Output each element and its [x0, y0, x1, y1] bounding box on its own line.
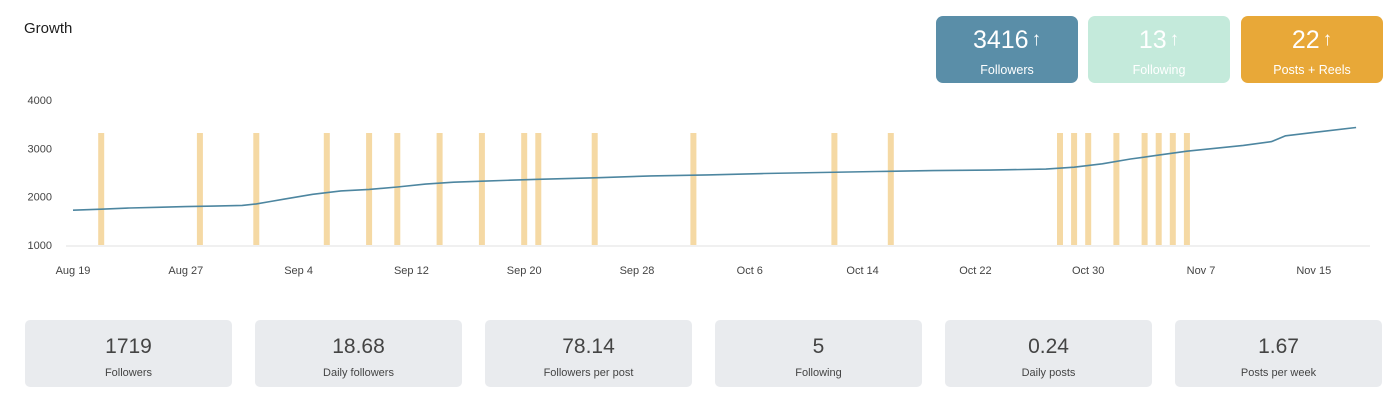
post-bar — [690, 133, 697, 245]
stat-posts-per-week-value: 1.67 — [1258, 335, 1299, 358]
kpi-posts-value: 22 — [1291, 26, 1320, 54]
x-tick-label: Sep 20 — [507, 265, 542, 277]
stat-followers-per-post-value: 78.14 — [562, 335, 615, 358]
post-bar — [1085, 133, 1092, 245]
stat-following-value: 5 — [812, 335, 825, 358]
post-bar — [436, 133, 443, 245]
y-tick-label: 1000 — [28, 240, 52, 252]
post-bar — [1071, 133, 1078, 245]
x-tick-label: Oct 30 — [1072, 265, 1104, 277]
post-bar — [196, 133, 203, 245]
y-tick-label: 2000 — [28, 192, 52, 204]
post-bar — [1169, 133, 1176, 245]
x-tick-label: Nov 7 — [1187, 265, 1216, 277]
stat-followers-value: 1719 — [105, 335, 152, 358]
post-bar — [98, 133, 105, 245]
growth-chart: 1000 2000 3000 4000 Aug 19 Aug 27 Sep 4 Sep 12 S… — [28, 95, 1370, 277]
post-bar — [1141, 133, 1148, 245]
post-bar — [1057, 133, 1063, 245]
arrow-up-icon: ↑ — [1169, 29, 1180, 50]
post-bar — [394, 133, 401, 245]
stat-followers-label: Followers — [104, 367, 153, 379]
stat-daily-followers-card: 18.68 Daily followers — [255, 320, 462, 387]
stat-followers-per-post-card: 78.14 Followers per post — [485, 320, 692, 387]
stat-following-label: Following — [795, 367, 842, 379]
stat-daily-posts-card: 0.24 Daily posts — [945, 320, 1152, 387]
post-bar — [1183, 133, 1190, 245]
x-tick-label: Nov 15 — [1296, 265, 1331, 277]
stat-daily-followers-label: Daily followers — [323, 367, 394, 379]
kpi-followers-card[interactable]: 3416 ↑ Followers — [936, 16, 1078, 83]
x-tick-label: Aug 19 — [56, 265, 91, 277]
stat-daily-posts-label: Daily posts — [1021, 367, 1076, 379]
post-bar — [831, 133, 838, 245]
x-tick-label: Sep 4 — [284, 265, 313, 277]
post-bar — [478, 133, 485, 245]
kpi-following-card[interactable]: 13 ↑ Following — [1088, 16, 1230, 83]
kpi-followers-value: 3416 — [972, 26, 1029, 54]
post-bar — [591, 133, 598, 245]
x-tick-label: Aug 27 — [168, 265, 203, 277]
post-bar — [887, 133, 894, 245]
y-tick-label: 4000 — [28, 95, 52, 107]
x-tick-label: Oct 6 — [737, 265, 763, 277]
x-tick-label: Sep 12 — [394, 265, 429, 277]
stat-posts-per-week-label: Posts per week — [1240, 367, 1317, 379]
stat-followers-card: 1719 Followers — [25, 320, 232, 387]
growth-title: Growth — [24, 20, 73, 37]
arrow-up-icon: ↑ — [1322, 29, 1333, 50]
kpi-posts-label: Posts + Reels — [1273, 63, 1351, 77]
stat-daily-posts-value: 0.24 — [1028, 335, 1069, 358]
kpi-posts-card[interactable]: 22 ↑ Posts + Reels — [1241, 16, 1383, 83]
post-bar — [535, 133, 542, 245]
post-bar — [1155, 133, 1162, 245]
x-tick-label: Oct 14 — [846, 265, 878, 277]
kpi-following-label: Following — [1132, 63, 1186, 77]
post-bar — [323, 133, 330, 245]
stat-posts-per-week-card: 1.67 Posts per week — [1175, 320, 1382, 387]
x-tick-label: Sep 28 — [620, 265, 655, 277]
followers-series-line — [72, 126, 1357, 211]
x-tick-label: Oct 22 — [959, 265, 991, 277]
post-bar — [521, 133, 528, 245]
kpi-following-value: 13 — [1138, 26, 1167, 54]
y-tick-label: 3000 — [28, 143, 52, 155]
kpi-followers-label: Followers — [980, 63, 1034, 77]
stat-following-card: 5 Following — [715, 320, 922, 387]
arrow-up-icon: ↑ — [1031, 29, 1042, 50]
stat-daily-followers-value: 18.68 — [332, 335, 385, 358]
post-bar — [253, 133, 260, 245]
stat-followers-per-post-label: Followers per post — [543, 367, 634, 379]
post-bar — [1113, 133, 1120, 245]
